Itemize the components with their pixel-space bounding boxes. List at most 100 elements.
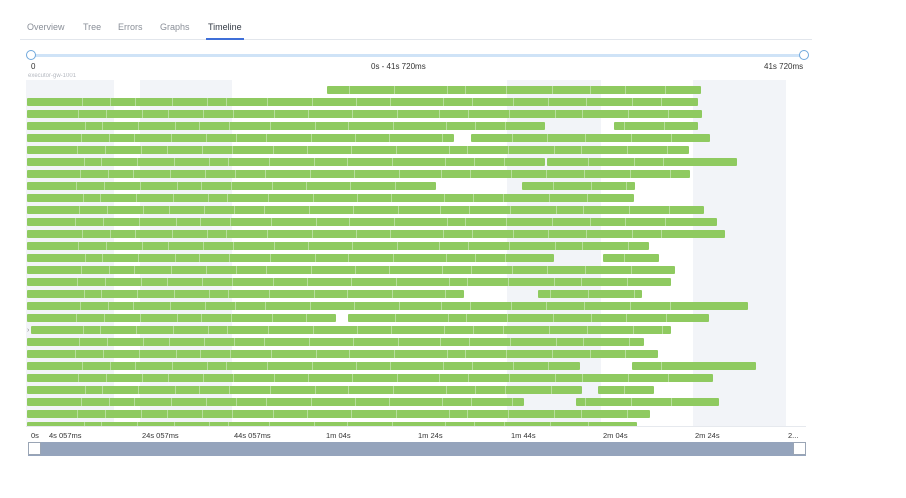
bar-segment-divider (207, 230, 208, 238)
bar-segment-divider (470, 170, 471, 178)
timeline-bar[interactable] (27, 290, 464, 298)
bar-segment-divider (174, 158, 175, 166)
bar-segment-divider (442, 266, 443, 274)
bar-segment-divider (466, 314, 467, 322)
bar-segment-divider (352, 110, 353, 118)
bar-segment-divider (665, 86, 666, 94)
bar-segment-divider (264, 206, 265, 214)
timeline-bar[interactable] (27, 242, 649, 250)
timeline-bar[interactable] (27, 194, 634, 202)
timeline-bar[interactable] (576, 398, 719, 406)
timeline-bar[interactable] (27, 314, 336, 322)
timeline-bar[interactable] (31, 326, 671, 334)
bar-segment-divider (311, 398, 312, 406)
timeline-bar[interactable] (27, 254, 554, 262)
bar-segment-divider (444, 194, 445, 202)
timeline-bar[interactable] (27, 338, 644, 346)
bar-segment-divider (102, 254, 103, 262)
timeline-bar[interactable] (471, 134, 710, 142)
bar-segment-divider (142, 110, 143, 118)
bar-segment-divider (670, 170, 671, 178)
bar-segment-divider (207, 362, 208, 370)
bar-segment-divider (273, 278, 274, 286)
bar-segment-divider (203, 242, 204, 250)
timeline-bar[interactable] (27, 350, 658, 358)
timeline-bar[interactable] (27, 110, 702, 118)
bar-segment-divider (624, 254, 625, 262)
time-range-track[interactable] (30, 54, 804, 57)
range-start-handle[interactable] (26, 50, 36, 60)
tab-graphs[interactable]: Graphs (160, 22, 190, 32)
timeline-scrollbar[interactable] (28, 442, 806, 456)
bar-segment-divider (233, 110, 234, 118)
tab-errors[interactable]: Errors (118, 22, 143, 32)
bar-segment-divider (391, 194, 392, 202)
timeline-bar[interactable] (27, 422, 637, 426)
timeline-bar[interactable] (327, 86, 701, 94)
bar-segment-divider (108, 302, 109, 310)
bar-segment-divider (105, 146, 106, 154)
row-expand-icon[interactable]: › (27, 327, 30, 334)
timeline-bar[interactable] (603, 254, 659, 262)
tab-tree[interactable]: Tree (83, 22, 102, 32)
bar-segment-divider (470, 302, 471, 310)
bar-segment-divider (84, 158, 85, 166)
bar-segment-divider (629, 206, 630, 214)
timeline-bar[interactable] (27, 302, 748, 310)
bar-segment-divider (199, 254, 200, 262)
timeline-chart (26, 80, 786, 426)
timeline-bar[interactable] (27, 134, 454, 142)
bar-segment-divider (134, 398, 135, 406)
bar-segment-divider (141, 278, 142, 286)
timeline-bar[interactable] (547, 158, 737, 166)
bar-segment-divider (229, 122, 230, 130)
bar-segment-divider (135, 98, 136, 106)
bar-segment-divider (109, 266, 110, 274)
timeline-bar[interactable] (27, 278, 671, 286)
timeline-bar[interactable] (27, 206, 704, 214)
bar-segment-divider (81, 398, 82, 406)
timeline-bar[interactable] (27, 386, 582, 394)
range-end-handle[interactable] (799, 50, 809, 60)
scrollbar-left-handle[interactable] (28, 442, 41, 455)
timeline-bar[interactable] (27, 146, 689, 154)
timeline-bar[interactable] (614, 122, 698, 130)
timeline-bar[interactable] (27, 218, 717, 226)
timeline-bar[interactable] (27, 230, 725, 238)
bar-segment-divider (136, 194, 137, 202)
timeline-bar[interactable] (27, 410, 650, 418)
timeline-bar[interactable] (348, 314, 709, 322)
timeline-bar[interactable] (27, 98, 698, 106)
timeline-bar[interactable] (538, 290, 642, 298)
bar-segment-divider (269, 422, 270, 426)
bar-segment-divider (274, 242, 275, 250)
timeline-bar[interactable] (27, 182, 436, 190)
bar-segment-divider (448, 314, 449, 322)
timeline-bar[interactable] (27, 158, 545, 166)
timeline-bar[interactable] (27, 170, 690, 178)
timeline-bar[interactable] (27, 398, 524, 406)
timeline-bar[interactable] (27, 362, 580, 370)
bar-segment-divider (581, 410, 582, 418)
bar-segment-divider (201, 314, 202, 322)
bar-segment-divider (271, 350, 272, 358)
tab-timeline[interactable]: Timeline (206, 22, 244, 40)
timeline-bar[interactable] (598, 386, 654, 394)
bar-segment-divider (389, 266, 390, 274)
bar-segment-divider (351, 146, 352, 154)
timeline-bar[interactable] (632, 362, 756, 370)
bar-segment-divider (273, 410, 274, 418)
bar-segment-divider (273, 146, 274, 154)
bar-segment-divider (208, 194, 209, 202)
timeline-bar[interactable] (27, 374, 713, 382)
timeline-bar[interactable] (27, 266, 675, 274)
bar-segment-divider (670, 302, 671, 310)
bar-segment-divider (81, 134, 82, 142)
timeline-bar[interactable] (27, 122, 545, 130)
bar-segment-divider (102, 122, 103, 130)
bar-segment-divider (632, 98, 633, 106)
bar-segment-divider (441, 170, 442, 178)
tab-overview[interactable]: Overview (27, 22, 65, 32)
timeline-bar[interactable] (522, 182, 635, 190)
scrollbar-right-handle[interactable] (793, 442, 806, 455)
